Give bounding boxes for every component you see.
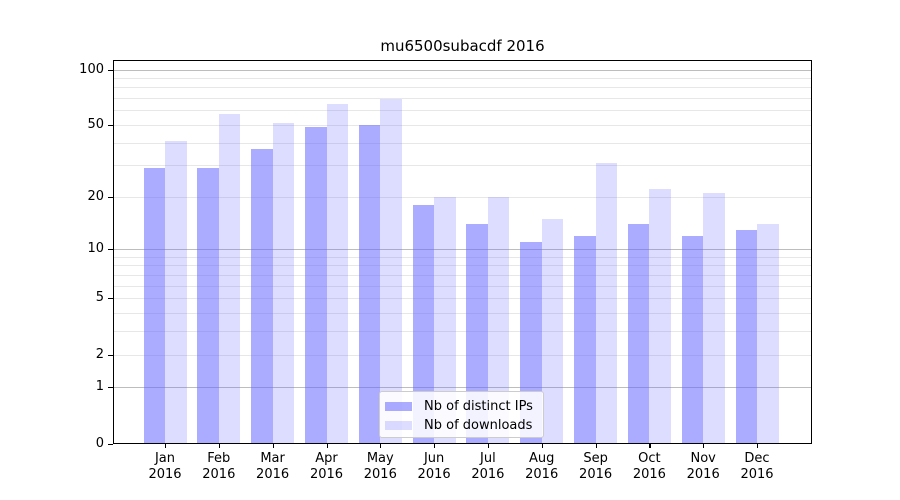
x-tick-label-sep: Sep 2016 [579,451,613,482]
gridline-minor-7 [113,275,812,276]
gridline-minor-20 [113,196,812,198]
bar-nb-of-downloads-aug [541,218,564,444]
x-tick-label-jan: Jan 2016 [148,451,182,482]
y-tick-mark-20 [108,196,113,198]
bar-nb-of-downloads-dec [757,224,779,444]
x-tick-label-oct: Oct 2016 [632,451,666,482]
x-tick-mark-mar [272,443,274,448]
bar-nb-of-downloads-mar [272,123,295,444]
bar-nb-of-downloads-may [380,99,402,444]
y-tick-label-100: 100 [79,61,104,77]
legend-swatch-downloads-icon [385,421,412,430]
bar-nb-of-downloads-jun [434,196,456,444]
y-tick-label-2: 2 [95,346,104,362]
legend-swatch-distinct-ips-icon [385,402,412,411]
y-tick-mark-100 [108,69,113,71]
x-tick-mark-jan [165,443,167,448]
gridline-minor-50 [113,124,812,126]
legend-label: Nb of downloads [424,418,533,433]
y-tick-label-0: 0 [95,435,104,451]
y-tick-label-20: 20 [87,188,104,204]
gridline-minor-4 [113,313,812,315]
bar-nb-of-downloads-feb [218,114,241,444]
x-tick-label-dec: Dec 2016 [740,451,774,482]
x-tick-label-jun: Jun 2016 [417,451,451,482]
x-tick-label-mar: Mar 2016 [256,451,290,482]
y-tick-label-50: 50 [87,116,104,132]
bar-nb-of-distinct-ips-jun [412,204,435,444]
bar-nb-of-downloads-nov [703,193,725,444]
bar-nb-of-distinct-ips-sep [574,235,596,444]
bar-nb-of-distinct-ips-oct [627,224,650,444]
y-tick-mark-1 [108,387,113,389]
x-tick-mark-sep [595,443,597,448]
gridline-minor-9 [113,256,812,258]
gridline-minor-60 [113,110,812,112]
legend-item: Nb of distinct IPs [385,399,537,414]
axes-frame [113,60,812,444]
bar-nb-of-distinct-ips-nov [681,235,704,444]
x-tick-label-feb: Feb 2016 [202,451,236,482]
bar-nb-of-distinct-ips-jul [466,224,488,444]
gridline-minor-70 [113,98,812,100]
gridline-major-10 [113,249,812,251]
x-tick-label-jul: Jul 2016 [471,451,505,482]
legend-item: Nb of downloads [385,418,537,433]
x-tick-label-may: May 2016 [363,451,397,482]
y-tick-mark-5 [108,298,113,300]
gridline-minor-5 [113,298,812,300]
x-tick-mark-dec [757,443,759,448]
bar-nb-of-downloads-jan [165,140,187,444]
bar-nb-of-distinct-ips-mar [251,148,273,444]
gridline-minor-30 [113,165,812,167]
bar-nb-of-distinct-ips-apr [305,126,327,444]
gridline-minor-80 [113,87,812,89]
gridline-minor-6 [113,285,812,287]
bar-nb-of-distinct-ips-may [358,124,381,444]
gridline-minor-90 [113,77,812,79]
bar-nb-of-distinct-ips-dec [735,229,757,444]
x-tick-mark-oct [649,443,651,448]
x-tick-mark-aug [541,443,543,448]
gridline-major-1 [113,387,812,389]
x-tick-mark-may [380,443,382,448]
x-tick-label-apr: Apr 2016 [309,451,344,482]
bar-nb-of-downloads-oct [649,189,671,444]
y-tick-label-5: 5 [95,290,104,306]
x-tick-label-aug: Aug 2016 [525,451,559,482]
bar-nb-of-distinct-ips-feb [197,167,219,444]
bar-nb-of-downloads-jul [487,196,510,444]
bar-nb-of-downloads-apr [326,104,348,444]
y-tick-mark-50 [108,124,113,127]
y-tick-mark-0 [108,443,113,445]
y-tick-mark-10 [108,249,113,251]
x-tick-label-nov: Nov 2016 [686,451,720,482]
gridline-minor-40 [113,142,812,144]
chart-title: mu6500subacdf 2016 [380,37,545,55]
x-tick-mark-apr [326,443,328,448]
y-tick-label-10: 10 [87,241,104,257]
legend: Nb of distinct IPs Nb of downloads [379,391,544,438]
x-tick-mark-feb [218,443,220,448]
gridline-minor-8 [113,265,812,267]
legend-label: Nb of distinct IPs [424,399,533,414]
gridline-major-100 [113,69,812,71]
gridline-minor-2 [113,354,812,356]
y-tick-mark-2 [108,354,113,356]
x-tick-mark-jul [487,443,490,448]
x-tick-mark-nov [703,443,705,448]
bar-nb-of-distinct-ips-jan [143,167,165,444]
gridline-minor-3 [113,331,812,333]
y-tick-label-1: 1 [95,379,104,395]
x-tick-mark-jun [434,443,436,448]
bar-nb-of-downloads-sep [595,162,618,444]
